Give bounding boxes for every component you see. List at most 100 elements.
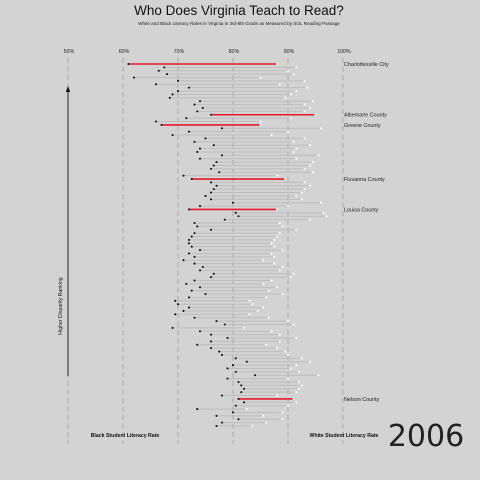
white-rate-point [279, 83, 281, 85]
white-rate-point [301, 192, 303, 194]
white-rate-point [279, 269, 281, 271]
black-rate-point [177, 90, 179, 92]
black-rate-point [188, 252, 190, 254]
black-rate-point [191, 235, 193, 237]
black-rate-point [127, 63, 129, 65]
dumbbell-row [127, 63, 278, 65]
white-rate-point [295, 401, 297, 403]
white-rate-point [301, 357, 303, 359]
black-rate-point [210, 192, 212, 194]
chart-subtitle: White and Black Literacy Rates in Virgin… [138, 21, 340, 26]
white-rate-point [265, 422, 267, 424]
white-rate-point [262, 415, 264, 417]
year-label: 2006 [388, 419, 464, 454]
white-rate-label: White Student Literacy Rate [310, 433, 379, 439]
black-rate-point [210, 276, 212, 278]
white-rate-point [281, 418, 283, 420]
white-rate-point [251, 303, 253, 305]
white-rate-point [287, 320, 289, 322]
black-rate-point [193, 222, 195, 224]
white-rate-point [273, 239, 275, 241]
white-rate-point [270, 134, 272, 136]
white-rate-point [292, 323, 294, 325]
white-rate-point [325, 215, 327, 217]
dumbbell-row [191, 178, 287, 180]
black-rate-point [188, 239, 190, 241]
white-rate-point [290, 276, 292, 278]
white-rate-point [270, 279, 272, 281]
white-rate-point [309, 219, 311, 221]
white-rate-point [257, 310, 259, 312]
black-rate-point [210, 229, 212, 231]
white-rate-point [259, 120, 261, 122]
white-rate-point [298, 388, 300, 390]
black-rate-point [191, 178, 193, 180]
black-rate-point [235, 212, 237, 214]
black-rate-point [196, 225, 198, 227]
dumbbell-row [160, 124, 261, 126]
white-rate-point [276, 235, 278, 237]
white-rate-point [303, 188, 305, 190]
white-rate-point [303, 137, 305, 139]
white-rate-point [314, 114, 316, 116]
rank-label: Higher Disparity Ranking [58, 277, 64, 334]
black-rate-point [243, 388, 245, 390]
white-rate-point [248, 313, 250, 315]
black-rate-point [215, 320, 217, 322]
black-rate-point [199, 330, 201, 332]
black-rate-point [171, 134, 173, 136]
black-rate-point [196, 408, 198, 410]
white-rate-point [295, 337, 297, 339]
white-rate-point [281, 249, 283, 251]
x-tick-label: 60% [119, 49, 130, 55]
black-rate-label: Black Student Literacy Rate [91, 433, 160, 439]
black-rate-point [158, 70, 160, 72]
black-rate-point [202, 266, 204, 268]
black-rate-point [204, 195, 206, 197]
black-rate-point [182, 310, 184, 312]
county-label: Charlottesville City [344, 62, 389, 68]
black-rate-point [204, 293, 206, 295]
black-rate-point [237, 215, 239, 217]
white-rate-point [251, 425, 253, 427]
white-rate-point [270, 252, 272, 254]
black-rate-point [232, 202, 234, 204]
black-rate-point [210, 334, 212, 336]
white-rate-point [290, 367, 292, 369]
white-rate-point [281, 293, 283, 295]
white-rate-point [279, 340, 281, 342]
black-rate-point [232, 364, 234, 366]
white-rate-point [259, 124, 261, 126]
black-rate-point [174, 313, 176, 315]
white-rate-point [265, 296, 267, 298]
black-rate-point [193, 279, 195, 281]
black-rate-point [237, 418, 239, 420]
black-rate-point [254, 374, 256, 376]
white-rate-point [295, 148, 297, 150]
white-rate-point [290, 117, 292, 119]
white-rate-point [303, 104, 305, 106]
white-rate-point [301, 384, 303, 386]
white-rate-point [292, 398, 294, 400]
white-rate-point [303, 110, 305, 112]
white-rate-point [268, 290, 270, 292]
white-rate-point [273, 246, 275, 248]
county-label: Louisa County [344, 207, 379, 213]
black-rate-point [193, 232, 195, 234]
black-rate-point [177, 303, 179, 305]
white-rate-point [309, 144, 311, 146]
black-rate-point [221, 354, 223, 356]
black-rate-point [215, 185, 217, 187]
black-rate-point [171, 93, 173, 95]
white-rate-point [298, 381, 300, 383]
black-rate-point [199, 286, 201, 288]
white-rate-point [309, 164, 311, 166]
white-rate-point [287, 70, 289, 72]
black-rate-point [199, 148, 201, 150]
white-rate-point [287, 131, 289, 133]
black-rate-point [246, 361, 248, 363]
white-rate-point [273, 256, 275, 258]
black-rate-point [213, 144, 215, 146]
black-rate-point [215, 161, 217, 163]
